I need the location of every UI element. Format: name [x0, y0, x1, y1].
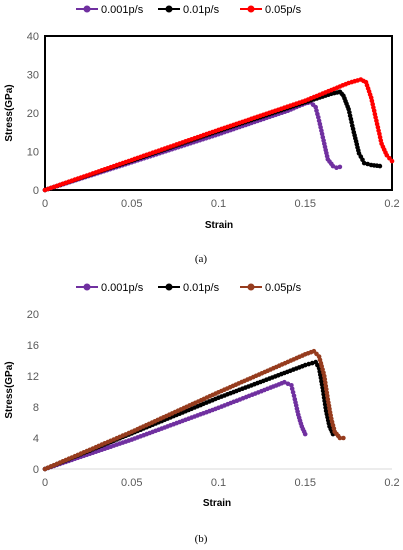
legend-label: 0.05p/s: [265, 4, 302, 16]
data-point: [337, 435, 343, 441]
chart-b: 0.001p/s 0.01p/s 0.05p/s 0 4 8 12 16 20 0 0.05 0.…: [4, 282, 400, 545]
data-point: [389, 158, 395, 164]
x-ticks-b: 0 0.05 0.1 0.15 0.2: [42, 477, 400, 489]
x-ticks-a: 0 0.05 0.1 0.15 0.2: [42, 198, 400, 210]
series-group-b: [42, 348, 346, 472]
x-tick-label: 0: [42, 198, 48, 210]
caption-a: (a): [195, 253, 208, 265]
x-tick-label: 0.05: [121, 198, 142, 210]
legend-label: 0.01p/s: [183, 282, 220, 294]
data-point: [290, 390, 296, 395]
y-tick-label: 20: [27, 108, 39, 120]
y-tick-label: 12: [27, 371, 39, 383]
data-point: [365, 161, 371, 167]
y-tick-label: 16: [27, 340, 39, 352]
legend-marker: [83, 283, 91, 291]
y-tick-label: 0: [33, 464, 39, 476]
y-ticks-b: 0 4 8 12 16 20: [27, 309, 39, 476]
legend-label: 0.01p/s: [183, 4, 220, 16]
data-point: [289, 386, 295, 392]
y-ticks-a: 0 10 20 30 40: [27, 31, 39, 197]
x-tick-label: 0.15: [295, 198, 316, 210]
data-point: [323, 380, 328, 385]
legend-item-0.01p/s: 0.01p/s: [158, 4, 220, 16]
data-point: [289, 383, 294, 388]
y-tick-label: 8: [33, 402, 39, 414]
legend-marker: [165, 5, 173, 13]
y-axis-label-a: Stress(GPa): [4, 84, 15, 141]
x-tick-label: 0.05: [121, 477, 142, 489]
legend-b: 0.001p/s 0.01p/s 0.05p/s: [76, 282, 302, 294]
x-tick-label: 0.15: [295, 477, 316, 489]
series-group-a: [42, 77, 395, 193]
caption-b: (b): [195, 533, 208, 545]
data-point: [361, 160, 367, 166]
y-axis-label-b: Stress(GPa): [4, 361, 15, 418]
x-axis-label-b: Strain: [203, 498, 231, 509]
x-tick-label: 0.1: [211, 198, 226, 210]
legend-marker: [247, 283, 255, 291]
data-point: [330, 163, 336, 169]
data-point: [325, 393, 330, 399]
data-point: [309, 360, 315, 366]
data-point: [377, 163, 383, 169]
x-tick-label: 0.2: [384, 477, 399, 489]
y-tick-label: 0: [33, 185, 39, 197]
legend-item-0.05p/s: 0.05p/s: [240, 4, 302, 16]
legend-marker: [247, 5, 255, 13]
legend-item-0.001p/s: 0.001p/s: [76, 4, 144, 16]
legend-marker: [83, 5, 91, 13]
legend-marker: [165, 283, 173, 291]
data-point: [302, 362, 308, 368]
series-0.05p/s: [42, 348, 346, 472]
legend-label: 0.001p/s: [101, 282, 144, 294]
data-point: [341, 435, 346, 441]
x-axis-label-a: Strain: [205, 220, 233, 231]
x-tick-label: 0: [42, 477, 48, 489]
y-tick-label: 40: [27, 31, 39, 43]
y-tick-label: 4: [33, 433, 39, 445]
chart-a: 0.001p/s 0.01p/s 0.05p/s 0 10 20 30 40 0 0.05 0.…: [4, 4, 400, 265]
x-tick-label: 0.1: [211, 477, 226, 489]
data-point: [337, 164, 343, 170]
data-point: [285, 381, 291, 387]
legend-label: 0.05p/s: [265, 282, 302, 294]
y-tick-label: 20: [27, 309, 39, 321]
y-tick-label: 30: [27, 70, 39, 82]
y-tick-label: 10: [27, 147, 39, 159]
data-point: [306, 361, 312, 367]
data-point: [282, 379, 287, 385]
data-point: [302, 431, 308, 437]
series-0.05p/s: [42, 77, 395, 193]
legend-item-0.01p/s: 0.01p/s: [158, 282, 220, 294]
legend-item-0.001p/s: 0.001p/s: [76, 282, 144, 294]
legend-a: 0.001p/s 0.01p/s 0.05p/s: [76, 4, 302, 16]
legend-item-0.05p/s: 0.05p/s: [240, 282, 302, 294]
data-point: [291, 393, 297, 399]
legend-label: 0.001p/s: [101, 4, 144, 16]
x-tick-label: 0.2: [384, 198, 399, 210]
